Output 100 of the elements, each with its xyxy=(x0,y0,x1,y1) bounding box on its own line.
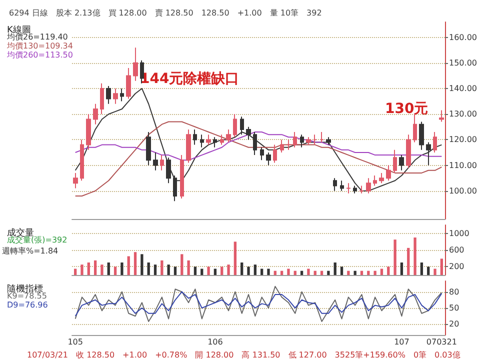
candlestick xyxy=(160,154,164,171)
bar xyxy=(254,264,256,275)
y-tick-label: 100.00 xyxy=(449,186,477,196)
candlestick xyxy=(73,172,78,189)
candlestick xyxy=(346,182,351,194)
candlestick xyxy=(146,132,151,166)
y-tick-label: 160.00 xyxy=(449,32,477,42)
bar xyxy=(160,260,164,275)
x-tick-label: 105 xyxy=(68,338,83,346)
candlestick xyxy=(306,136,311,146)
line-series xyxy=(74,291,442,317)
candlestick xyxy=(120,88,124,102)
candlestick xyxy=(106,85,111,104)
bar xyxy=(414,238,416,275)
text: D9=76.96 xyxy=(7,300,48,310)
y-tick-label: 50 xyxy=(449,304,460,312)
bar xyxy=(247,266,250,275)
bar xyxy=(387,266,390,275)
candlestick xyxy=(280,139,284,153)
y-tick-label: 20 xyxy=(449,320,460,329)
candlestick xyxy=(153,152,158,171)
bar xyxy=(300,270,304,275)
bar xyxy=(347,270,350,275)
bar xyxy=(420,262,424,275)
bar xyxy=(374,270,376,275)
candlestick xyxy=(140,60,144,84)
y-tick-label: 150.00 xyxy=(449,58,477,68)
text: 107/03/21 收 128.50 +1.00 +0.78% 開 128.00 高 131.50 低 127.00 3525筆+159.60% 0筆 0.03億 xyxy=(27,350,460,360)
bar xyxy=(80,264,84,275)
chart-subtitle: 6294 日線 股本 2.13億 買 128.00 賣 128.50 128.50 +1.00 量 10筆 392 xyxy=(9,8,322,18)
candlestick xyxy=(93,103,98,125)
x-tick-label: 070321 xyxy=(426,338,457,346)
bar xyxy=(240,262,244,275)
bar xyxy=(127,256,130,275)
annotation: 130元 xyxy=(385,101,428,117)
candlestick xyxy=(186,128,191,164)
y-tick-label: 600 xyxy=(449,246,464,254)
text: 均價260=113.50 xyxy=(6,50,73,60)
candlestick xyxy=(220,134,224,146)
bar xyxy=(227,264,230,275)
chart-title: 隨機指標 xyxy=(7,284,43,294)
candlestick xyxy=(386,164,391,182)
bar xyxy=(260,268,264,275)
bar xyxy=(187,260,190,275)
candlestick xyxy=(253,132,257,156)
candlestick xyxy=(193,128,197,146)
bar xyxy=(94,260,97,275)
y-tick-label: 80 xyxy=(449,287,460,296)
bar xyxy=(320,270,324,275)
bar xyxy=(174,266,177,275)
x-tick-label: 107 xyxy=(394,338,410,346)
bar xyxy=(267,268,270,275)
candlestick xyxy=(273,144,277,164)
bar xyxy=(154,264,157,275)
text: 均價26=119.40 xyxy=(6,32,68,42)
bar xyxy=(314,270,316,275)
bar xyxy=(140,254,144,275)
candlestick xyxy=(326,136,331,146)
candlestick xyxy=(419,121,424,150)
candlestick xyxy=(293,132,297,148)
bar xyxy=(434,268,436,275)
candlestick xyxy=(366,178,371,194)
bar xyxy=(340,266,344,275)
bar xyxy=(334,262,336,275)
bar xyxy=(427,266,430,275)
bar xyxy=(327,270,330,275)
candlestick xyxy=(320,132,324,143)
candlestick xyxy=(226,128,231,143)
bar xyxy=(280,270,284,275)
candlestick xyxy=(333,178,337,192)
bar xyxy=(167,264,170,275)
candlestick xyxy=(399,154,404,171)
line-series xyxy=(74,132,442,161)
bar xyxy=(400,262,404,275)
candlestick xyxy=(286,139,291,150)
text: 均價130=109.34 xyxy=(6,42,73,50)
y-tick-label: 1000 xyxy=(449,228,470,238)
text: 成交量(張)=392 xyxy=(7,236,68,244)
bar xyxy=(287,268,290,275)
bar xyxy=(200,268,204,275)
text: 週轉率%=1.84 xyxy=(2,246,58,256)
candlestick xyxy=(113,88,118,104)
bar xyxy=(407,248,410,275)
bar xyxy=(234,242,237,275)
line-series xyxy=(74,286,442,322)
text: K9=78.55 xyxy=(7,292,47,300)
candlestick xyxy=(260,146,264,161)
candlestick xyxy=(433,132,437,153)
candlestick xyxy=(313,134,317,146)
line-series xyxy=(74,121,442,196)
candlestick xyxy=(359,185,364,194)
bar xyxy=(207,266,210,275)
bar xyxy=(120,262,124,275)
candlestick xyxy=(126,68,131,100)
candlestick xyxy=(413,114,417,143)
candlestick xyxy=(439,110,444,122)
x-tick-label: 106 xyxy=(208,338,223,346)
candlestick xyxy=(213,136,217,148)
candlestick xyxy=(80,139,84,182)
bar xyxy=(394,240,396,275)
